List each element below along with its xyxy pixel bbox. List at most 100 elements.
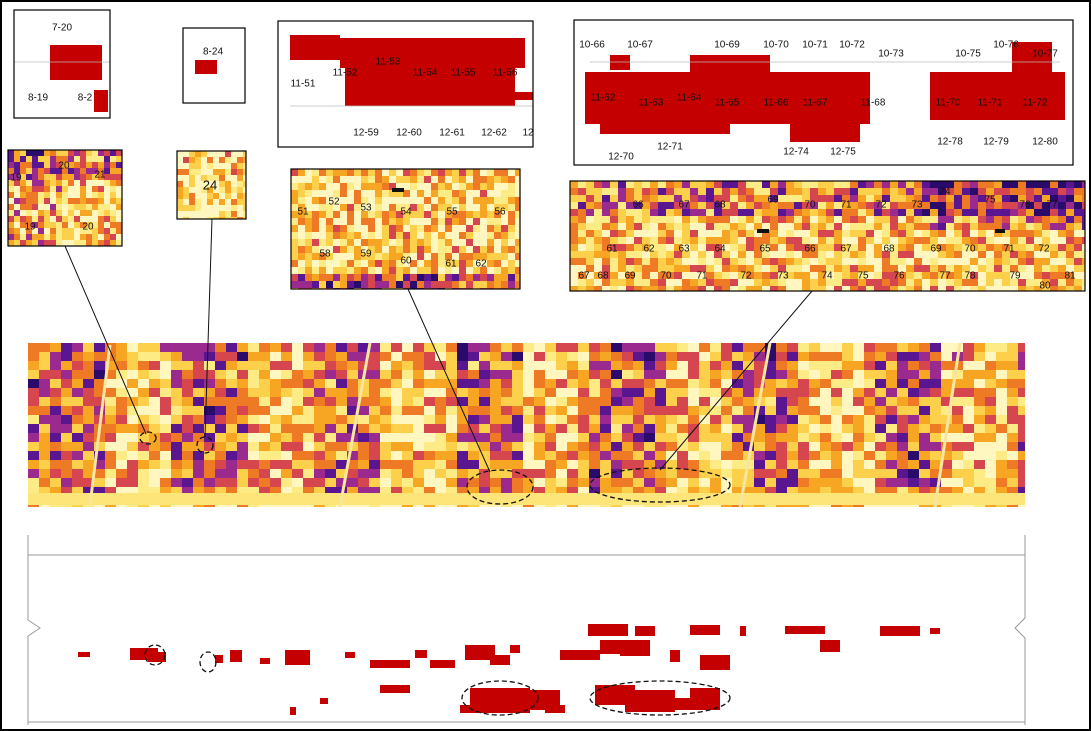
thermal-cell <box>512 505 523 507</box>
thermal-cell <box>340 232 347 239</box>
thermal-cell <box>68 222 74 228</box>
thermal-cell <box>501 424 512 433</box>
thermal-cell <box>171 460 182 469</box>
thermal-cell <box>954 279 962 286</box>
thermal-cell <box>391 352 402 361</box>
thermal-cell <box>682 188 690 195</box>
thermal-cell <box>698 216 706 223</box>
thermal-cell <box>826 202 834 209</box>
thermal-cell <box>874 244 882 251</box>
thermal-cell <box>611 397 622 406</box>
thermal-cell <box>658 216 666 223</box>
thermal-cell <box>72 352 83 361</box>
thermal-cell <box>8 192 14 198</box>
thermal-cell <box>730 188 738 195</box>
thermal-cell <box>858 237 866 244</box>
thermal-cell <box>312 190 319 197</box>
thermal-cell <box>281 451 292 460</box>
thermal-cell <box>534 469 545 478</box>
thermal-cell <box>138 379 149 388</box>
thermal-cell <box>890 195 898 202</box>
thermal-cell <box>786 195 794 202</box>
thermal-cell <box>906 237 914 244</box>
thermal-cell <box>1066 244 1074 251</box>
thermal-cell <box>682 265 690 272</box>
thermal-cell <box>778 195 786 202</box>
thermal-cell <box>98 240 104 246</box>
thermal-cell <box>688 415 699 424</box>
panel-label: 70 <box>964 244 976 255</box>
thermal-cell <box>396 246 403 253</box>
thermal-cell <box>501 232 508 239</box>
thermal-cell <box>994 286 1002 291</box>
thermal-cell <box>706 202 714 209</box>
panel-label: 69 <box>930 244 942 255</box>
thermal-cell <box>674 216 682 223</box>
panel-label: 67 <box>678 200 690 211</box>
thermal-cell <box>666 286 674 291</box>
thermal-cell <box>732 388 743 397</box>
thermal-cell <box>305 239 312 246</box>
thermal-cell <box>39 361 50 370</box>
thermal-cell <box>92 186 98 192</box>
thermal-cell <box>494 253 501 260</box>
thermal-cell <box>501 505 512 507</box>
thermal-cell <box>666 202 674 209</box>
thermal-cell <box>494 267 501 274</box>
thermal-cell <box>941 388 952 397</box>
thermal-cell <box>358 424 369 433</box>
thermal-cell <box>72 370 83 379</box>
thermal-cell <box>914 272 922 279</box>
thermal-cell <box>361 169 368 176</box>
thermal-cell <box>1007 460 1018 469</box>
thermal-cell <box>866 251 874 258</box>
thermal-cell <box>424 267 431 274</box>
thermal-cell <box>508 169 515 176</box>
panel-label: 70 <box>804 200 816 211</box>
thermal-cell <box>714 216 722 223</box>
thermal-cell <box>369 460 380 469</box>
thermal-cell <box>589 370 600 379</box>
thermal-cell <box>494 197 501 204</box>
thermal-cell <box>446 505 457 507</box>
thermal-cell <box>658 223 666 230</box>
thermal-cell <box>618 209 626 216</box>
thermal-cell <box>50 150 56 156</box>
thermal-cell <box>978 223 986 230</box>
thermal-cell <box>259 406 270 415</box>
thermal-cell <box>183 205 189 211</box>
thermal-cell <box>417 169 424 176</box>
thermal-cell <box>826 237 834 244</box>
thermal-cell <box>333 232 340 239</box>
thermal-cell <box>61 424 72 433</box>
thermal-cell <box>706 195 714 202</box>
thermal-cell <box>83 406 94 415</box>
thermal-cell <box>72 469 83 478</box>
thermal-cell <box>340 169 347 176</box>
panel-label: 53 <box>360 203 372 214</box>
thermal-cell <box>72 415 83 424</box>
thermal-cell <box>706 258 714 265</box>
thermal-cell <box>754 279 762 286</box>
thermal-cell <box>382 211 389 218</box>
thermal-cell <box>914 230 922 237</box>
thermal-cell <box>50 162 56 168</box>
thermal-cell <box>952 460 963 469</box>
thermal-cell <box>730 265 738 272</box>
thermal-cell <box>1034 258 1042 265</box>
thermal-cell <box>452 274 459 281</box>
thermal-cell <box>39 388 50 397</box>
thermal-cell <box>138 352 149 361</box>
thermal-cell <box>666 195 674 202</box>
thermal-cell <box>213 205 219 211</box>
thermal-cell <box>110 216 116 222</box>
thermal-cell <box>996 460 1007 469</box>
thermal-cell <box>61 352 72 361</box>
thermal-cell <box>44 162 50 168</box>
thermal-cell <box>622 397 633 406</box>
thermal-cell <box>610 181 618 188</box>
thermal-cell <box>754 469 765 478</box>
thermal-cell <box>1018 505 1025 507</box>
thermal-cell <box>319 267 326 274</box>
thermal-cell <box>886 424 897 433</box>
